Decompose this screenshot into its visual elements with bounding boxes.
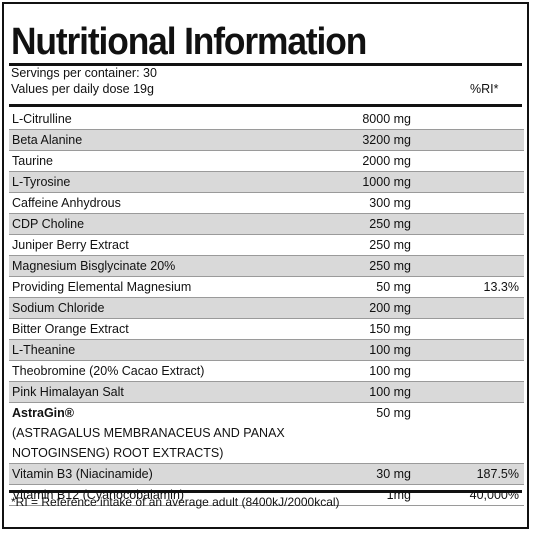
table-row: Taurine 2000 mg	[9, 151, 524, 172]
nutrient-name: Bitter Orange Extract	[12, 322, 129, 336]
header-divider	[9, 104, 522, 107]
nutrient-name: Taurine	[12, 154, 53, 168]
nutrient-amount: 100 mg	[369, 343, 411, 357]
nutrient-amount: 250 mg	[369, 217, 411, 231]
footnote: *RI = Reference intake of an average adu…	[11, 495, 340, 509]
table-row: Providing Elemental Magnesium 50 mg 13.3…	[9, 277, 524, 298]
nutrient-amount: 1000 mg	[362, 175, 411, 189]
nutrient-amount: 150 mg	[369, 322, 411, 336]
nutrient-amount: 200 mg	[369, 301, 411, 315]
table-row: Caffeine Anhydrous 300 mg	[9, 193, 524, 214]
table-row: Bitter Orange Extract 150 mg	[9, 319, 524, 340]
nutrient-amount: 8000 mg	[362, 112, 411, 126]
nutrient-name: Beta Alanine	[12, 133, 83, 147]
table-row: CDP Choline 250 mg	[9, 214, 524, 235]
panel-title: Nutritional Information	[11, 21, 367, 63]
nutrient-amount: 3200 mg	[362, 133, 411, 147]
nutrient-description-line-2: NOTOGINSENG) ROOT EXTRACTS)	[12, 446, 224, 460]
nutrient-name: Providing Elemental Magnesium	[12, 280, 192, 294]
nutrient-amount: 100 mg	[369, 385, 411, 399]
nutrient-amount: 100 mg	[369, 364, 411, 378]
nutrient-ri: 13.3%	[483, 280, 519, 294]
nutrition-panel: Nutritional Information Servings per con…	[2, 2, 529, 529]
table-row: Pink Himalayan Salt 100 mg	[9, 382, 524, 403]
footer-divider	[9, 490, 522, 493]
nutrient-name: Magnesium Bisglycinate 20%	[12, 259, 176, 273]
nutrient-name: Juniper Berry Extract	[12, 238, 129, 252]
table-row: L-Theanine 100 mg	[9, 340, 524, 361]
table-row: Magnesium Bisglycinate 20% 250 mg	[9, 256, 524, 277]
nutrient-name: Caffeine Anhydrous	[12, 196, 121, 210]
nutrient-name-block: AstraGin® (ASTRAGALUS MEMBRANACEUS AND P…	[12, 406, 285, 460]
table-row: Sodium Chloride 200 mg	[9, 298, 524, 319]
nutrient-name: Pink Himalayan Salt	[12, 385, 124, 399]
nutrient-amount: 250 mg	[369, 259, 411, 273]
table-row: L-Citrulline 8000 mg	[9, 109, 524, 130]
nutrient-name: Theobromine (20% Cacao Extract)	[12, 364, 205, 378]
nutrient-name: L-Citrulline	[12, 112, 72, 126]
servings-text: Servings per container: 30	[11, 66, 157, 80]
nutrient-amount: 300 mg	[369, 196, 411, 210]
nutrient-amount: 250 mg	[369, 238, 411, 252]
nutrient-name: L-Tyrosine	[12, 175, 71, 189]
table-row: Theobromine (20% Cacao Extract) 100 mg	[9, 361, 524, 382]
nutrient-amount: 2000 mg	[362, 154, 411, 168]
nutrient-name: AstraGin®	[12, 406, 74, 420]
values-per-text: Values per daily dose 19g	[11, 82, 154, 96]
nutrient-name: CDP Choline	[12, 217, 85, 231]
nutrient-table: L-Citrulline 8000 mg Beta Alanine 3200 m…	[9, 109, 524, 506]
nutrient-amount: 30 mg	[376, 467, 411, 481]
nutrient-name: Vitamin B3 (Niacinamide)	[12, 467, 153, 481]
table-row: L-Tyrosine 1000 mg	[9, 172, 524, 193]
nutrient-ri: 187.5%	[476, 467, 519, 481]
nutrient-name: L-Theanine	[12, 343, 76, 357]
table-row: Beta Alanine 3200 mg	[9, 130, 524, 151]
table-row: Vitamin B3 (Niacinamide) 30 mg 187.5%	[9, 464, 524, 485]
nutrient-description-line-1: (ASTRAGALUS MEMBRANACEUS AND PANAX	[12, 426, 285, 440]
nutrient-amount: 50 mg	[376, 280, 411, 294]
table-row: Juniper Berry Extract 250 mg	[9, 235, 524, 256]
ri-column-header: %RI*	[470, 82, 499, 96]
nutrient-name: Sodium Chloride	[12, 301, 105, 315]
table-row: AstraGin® (ASTRAGALUS MEMBRANACEUS AND P…	[9, 403, 524, 464]
title-divider	[9, 63, 522, 66]
nutrient-amount: 50 mg	[376, 406, 411, 420]
